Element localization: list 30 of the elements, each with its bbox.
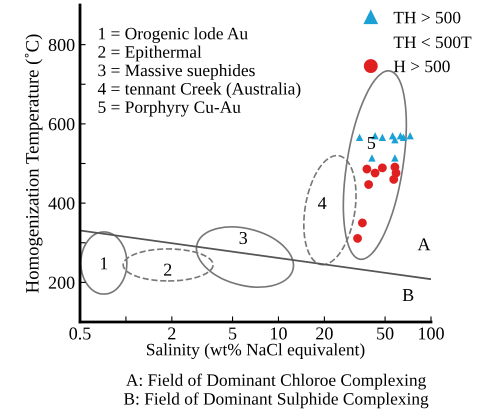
legend-label: TH > 500 [394,12,460,24]
annotation: TH < 500T [394,36,472,48]
annotation: 3 = Massive suephides [98,64,255,80]
x-tick-label: 5 [229,328,236,340]
annotation: 1 = Orogenic lode Au [99,27,248,44]
text: A: Field of Dominant Chloroe Complexing [126,374,426,390]
x-tick-label: 100 [419,327,444,340]
annotation: 1 [100,257,108,270]
annotation: 5 [368,137,376,149]
y-tick-label: 800 [48,38,74,52]
x-axis-title: Salinity (wt% NaCl equivalent) [146,343,364,360]
y-tick-label: 400 [48,197,74,210]
y-tick-label: 600 [48,118,74,130]
annotation: 4 [318,197,326,210]
annotation: A [418,238,430,250]
annotation: B [402,289,414,302]
annotation: 2 = Epithermal [98,46,202,62]
annotation: 3 [240,232,248,244]
text: B: Field of Dominant Sulphide Complexing [124,392,428,408]
x-tick-label: 0.5 [69,327,91,340]
y-tick-label: 200 [48,276,74,289]
x-tick-label: 10 [271,327,287,340]
legend-label: H > 500 [394,60,450,72]
x-tick-label: 50 [377,327,394,340]
annotation: 2 [164,264,172,276]
x-tick-label: 2 [168,327,176,340]
annotation: 4 = tennant Creek (Australia) [98,82,300,98]
annotation: 5 = Porphyry Cu-Au [98,100,241,117]
x-tick-label: 20 [316,327,333,340]
y-axis-title: Homogenization Temperature (˚C) [24,34,42,293]
